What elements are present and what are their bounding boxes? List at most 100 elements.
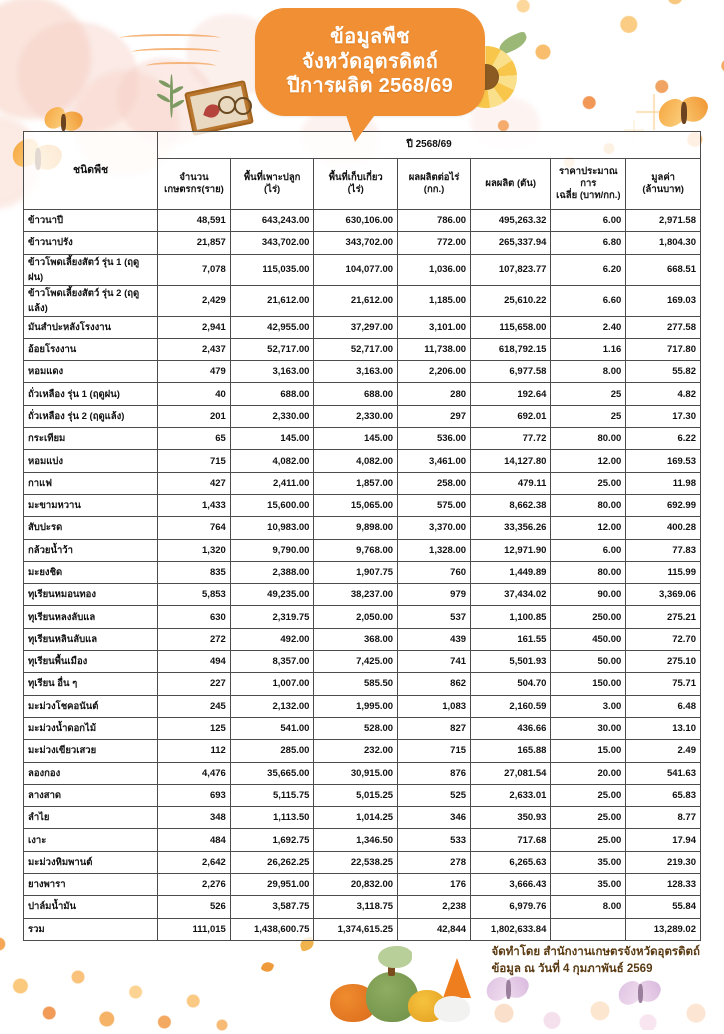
table-row: ข้าวโพดเลี้ยงสัตว์ รุ่น 1 (ฤดูฝน) 7,078 11… <box>22 253 701 286</box>
cell-crop-name: ลำไย <box>22 806 159 830</box>
cell-production: 192.64 <box>470 382 552 406</box>
cell-price: 90.00 <box>550 583 627 607</box>
swirl-line-icon <box>120 34 220 42</box>
crop-data-table-container: ชนิดพืช ปี 2568/69 จำนวน เกษตรกร(ราย) พื… <box>22 131 701 941</box>
cell-harvested: 104,077.00 <box>313 253 399 286</box>
column-header-harvested-area-line2: (ไร่) <box>347 184 364 195</box>
cell-value: 541.63 <box>625 761 701 785</box>
cell-price: 25.00 <box>550 806 627 830</box>
cell-harvested: 7,425.00 <box>313 650 399 674</box>
cell-farmers: 7,078 <box>157 253 231 286</box>
table-row: หอมแบ่ง 715 4,082.00 4,082.00 3,461.00 14,127… <box>22 449 701 473</box>
cell-planted: 35,665.00 <box>229 761 315 785</box>
cell-price: 25.00 <box>550 828 627 852</box>
column-header-price-line1: ราคาประมาณการ <box>558 166 618 190</box>
title-line-2: จังหวัดอุตรดิตถ์ <box>301 50 438 73</box>
cell-value: 1,804.30 <box>625 231 701 255</box>
cell-crop-name: ยางพารา <box>22 873 159 897</box>
cell-harvested: 1,346.50 <box>313 828 399 852</box>
cell-harvested: 2,330.00 <box>313 404 399 429</box>
cell-farmers: 4,476 <box>157 761 231 785</box>
cell-value: 55.82 <box>625 360 701 384</box>
cell-crop-name: มะม่วงเขียวเสวย <box>22 739 159 763</box>
cell-planted: 15,600.00 <box>229 493 315 518</box>
cell-price: 25 <box>550 382 627 406</box>
table-row: ถั่วเหลือง รุ่น 1 (ฤดูฝน) 40 688.00 688.00 2… <box>22 382 701 406</box>
cell-harvested: 52,717.00 <box>313 337 399 362</box>
cell-price: 3.00 <box>550 694 627 718</box>
cell-planted: 21,612.00 <box>229 284 315 317</box>
cell-crop-name: หอมแดง <box>22 360 159 384</box>
cell-yield-per-rai: 280 <box>397 382 472 406</box>
cell-yield-per-rai: 1,185.00 <box>397 284 472 317</box>
column-header-planted-area: พื้นที่เพาะปลูก (ไร่) <box>229 158 315 210</box>
butterfly-icon <box>483 972 531 1006</box>
cell-price: 50.00 <box>550 650 627 674</box>
cell-planted: 4,082.00 <box>229 449 315 473</box>
cell-value: 717.80 <box>625 337 701 362</box>
cell-farmers: 835 <box>157 560 231 585</box>
cell-price: 6.60 <box>550 284 627 317</box>
cell-crop-name: กาแฟ <box>22 471 159 495</box>
cell-farmers: 1,320 <box>157 538 231 562</box>
cell-price: 12.00 <box>550 449 627 473</box>
cell-farmers: 272 <box>157 627 231 652</box>
column-header-planted-area-line1: พื้นที่เพาะปลูก <box>243 172 301 184</box>
cell-price: 2.40 <box>550 315 627 339</box>
column-header-value: มูลค่า (ล้านบาท) <box>625 158 701 210</box>
cell-planted: 9,790.00 <box>229 538 315 562</box>
cell-production: 107,823.77 <box>470 253 552 286</box>
cell-production: 25,610.22 <box>470 284 552 317</box>
cell-yield-per-rai: 827 <box>397 716 472 741</box>
cell-value: 277.58 <box>625 315 701 339</box>
cell-harvested: 343,702.00 <box>313 231 399 255</box>
cell-production: 265,337.94 <box>470 231 552 255</box>
cell-crop-name: มะขามหวาน <box>22 493 159 518</box>
cell-crop-name: ปาล์มน้ำมัน <box>22 895 159 919</box>
cell-crop-name: ข้าวโพดเลี้ยงสัตว์ รุ่น 1 (ฤดูฝน) <box>22 253 159 286</box>
table-row: สับปะรด 764 10,983.00 9,898.00 3,370.00 33,35… <box>22 516 701 540</box>
cell-crop-name: หอมแบ่ง <box>22 449 159 473</box>
cell-harvested: 20,832.00 <box>313 873 399 897</box>
cell-harvested: 9,898.00 <box>313 516 399 540</box>
table-row: มะม่วงโชคอนันต์ 245 2,132.00 1,995.00 1,083 2… <box>22 694 701 718</box>
cell-yield-per-rai: 2,238 <box>397 895 472 919</box>
table-row: กาแฟ 427 2,411.00 1,857.00 258.00 479.11 25.00… <box>22 471 701 495</box>
cell-yield-per-rai: 772.00 <box>397 231 472 255</box>
cell-production: 115,658.00 <box>470 315 552 339</box>
title-line-1: ข้อมูลพืช <box>330 26 410 49</box>
cell-value: 77.83 <box>625 538 701 562</box>
cell-farmers: 348 <box>157 806 231 830</box>
cell-crop-name: ข้าวนาปี <box>22 208 159 233</box>
cell-farmers: 245 <box>157 694 231 718</box>
cell-crop-name: ทุเรียนหลงลับแล <box>22 605 159 629</box>
cell-planted: 2,132.00 <box>229 694 315 718</box>
cell-harvested: 15,065.00 <box>313 493 399 518</box>
cell-price: 25.00 <box>550 471 627 495</box>
cell-planted: 145.00 <box>229 427 315 451</box>
cell-harvested: 1,995.00 <box>313 694 399 718</box>
pumpkin-icon <box>408 990 446 1022</box>
cell-planted: 3,163.00 <box>229 360 315 384</box>
cell-planted: 8,357.00 <box>229 650 315 674</box>
column-header-farmers: จำนวน เกษตรกร(ราย) <box>157 158 231 210</box>
column-header-farmers-line1: จำนวน <box>179 172 209 184</box>
cell-yield-per-rai: 537 <box>397 605 472 629</box>
cell-farmers: 526 <box>157 895 231 919</box>
cell-yield-per-rai: 346 <box>397 806 472 830</box>
cell-price: 8.00 <box>550 360 627 384</box>
table-row: มันสำปะหลังโรงงาน 2,941 42,955.00 37,297.00… <box>22 315 701 339</box>
cell-planted: 10,983.00 <box>229 516 315 540</box>
table-row: ปาล์มน้ำมัน 526 3,587.75 3,118.75 2,238 6,979… <box>22 895 701 919</box>
cell-planted: 2,319.75 <box>229 605 315 629</box>
cell-value: 2.49 <box>625 739 701 763</box>
cell-harvested: 688.00 <box>313 382 399 406</box>
cell-yield-per-rai: 533 <box>397 828 472 852</box>
cell-price: 25.00 <box>550 783 627 808</box>
cell-crop-name: ข้าวโพดเลี้ยงสัตว์ รุ่น 2 (ฤดูแล้ง) <box>22 284 159 317</box>
column-header-yield-per-rai-line1: ผลผลิตต่อไร่ <box>408 172 460 184</box>
cell-harvested: 37,297.00 <box>313 315 399 339</box>
table-row: ทุเรียนหลงลับแล 630 2,319.75 2,050.00 537 1,1… <box>22 605 701 629</box>
cell-farmers: 630 <box>157 605 231 629</box>
cell-farmers: 112 <box>157 739 231 763</box>
